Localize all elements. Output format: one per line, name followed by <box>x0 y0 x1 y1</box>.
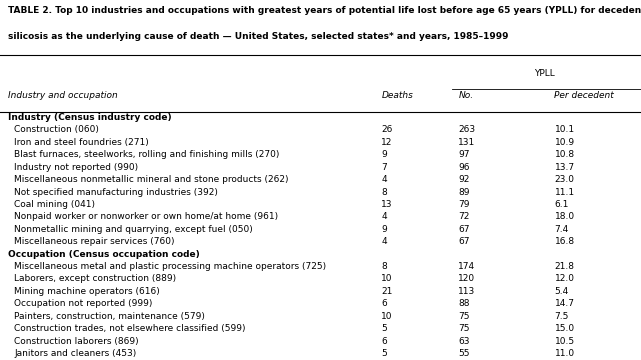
Text: Mining machine operators (616): Mining machine operators (616) <box>14 287 160 296</box>
Text: Nonpaid worker or nonworker or own home/at home (961): Nonpaid worker or nonworker or own home/… <box>14 212 278 221</box>
Text: 11.0: 11.0 <box>554 349 574 358</box>
Text: 263: 263 <box>458 126 476 134</box>
Text: 96: 96 <box>458 163 470 172</box>
Text: Deaths: Deaths <box>381 91 413 100</box>
Text: Industry and occupation: Industry and occupation <box>8 91 117 100</box>
Text: 97: 97 <box>458 150 470 159</box>
Text: 10.5: 10.5 <box>554 337 574 346</box>
Text: 131: 131 <box>458 138 476 147</box>
Text: Construction trades, not elsewhere classified (599): Construction trades, not elsewhere class… <box>14 324 246 333</box>
Text: Nonmetallic mining and quarrying, except fuel (050): Nonmetallic mining and quarrying, except… <box>14 225 253 234</box>
Text: 16.8: 16.8 <box>554 237 574 246</box>
Text: 75: 75 <box>458 312 470 321</box>
Text: 6.1: 6.1 <box>554 200 569 209</box>
Text: 9: 9 <box>381 225 387 234</box>
Text: 63: 63 <box>458 337 470 346</box>
Text: 8: 8 <box>381 262 387 271</box>
Text: Per decedent: Per decedent <box>554 91 614 100</box>
Text: TABLE 2. Top 10 industries and occupations with greatest years of potential life: TABLE 2. Top 10 industries and occupatio… <box>8 6 641 15</box>
Text: 5: 5 <box>381 324 387 333</box>
Text: Laborers, except construction (889): Laborers, except construction (889) <box>14 274 176 283</box>
Text: YPLL: YPLL <box>535 69 555 78</box>
Text: 5.4: 5.4 <box>554 287 569 296</box>
Text: 75: 75 <box>458 324 470 333</box>
Text: 23.0: 23.0 <box>554 175 574 184</box>
Text: 11.1: 11.1 <box>554 188 574 197</box>
Text: Miscellaneous nonmetallic mineral and stone products (262): Miscellaneous nonmetallic mineral and st… <box>14 175 288 184</box>
Text: Miscellaneous metal and plastic processing machine operators (725): Miscellaneous metal and plastic processi… <box>14 262 326 271</box>
Text: 7.5: 7.5 <box>554 312 569 321</box>
Text: 18.0: 18.0 <box>554 212 574 221</box>
Text: 14.7: 14.7 <box>554 299 574 308</box>
Text: Not specified manufacturing industries (392): Not specified manufacturing industries (… <box>14 188 218 197</box>
Text: 5: 5 <box>381 349 387 358</box>
Text: 4: 4 <box>381 175 387 184</box>
Text: 8: 8 <box>381 188 387 197</box>
Text: Miscellaneous repair services (760): Miscellaneous repair services (760) <box>14 237 174 246</box>
Text: 10.9: 10.9 <box>554 138 574 147</box>
Text: Painters, construction, maintenance (579): Painters, construction, maintenance (579… <box>14 312 205 321</box>
Text: 113: 113 <box>458 287 476 296</box>
Text: 88: 88 <box>458 299 470 308</box>
Text: 21: 21 <box>381 287 393 296</box>
Text: Construction laborers (869): Construction laborers (869) <box>14 337 138 346</box>
Text: 67: 67 <box>458 237 470 246</box>
Text: 6: 6 <box>381 337 387 346</box>
Text: 10: 10 <box>381 312 393 321</box>
Text: 12.0: 12.0 <box>554 274 574 283</box>
Text: Occupation not reported (999): Occupation not reported (999) <box>14 299 153 308</box>
Text: 72: 72 <box>458 212 470 221</box>
Text: 120: 120 <box>458 274 476 283</box>
Text: Iron and steel foundries (271): Iron and steel foundries (271) <box>14 138 149 147</box>
Text: 15.0: 15.0 <box>554 324 574 333</box>
Text: 67: 67 <box>458 225 470 234</box>
Text: Coal mining (041): Coal mining (041) <box>14 200 95 209</box>
Text: 10.8: 10.8 <box>554 150 574 159</box>
Text: 174: 174 <box>458 262 476 271</box>
Text: 4: 4 <box>381 237 387 246</box>
Text: Construction (060): Construction (060) <box>14 126 99 134</box>
Text: Industry not reported (990): Industry not reported (990) <box>14 163 138 172</box>
Text: 4: 4 <box>381 212 387 221</box>
Text: 55: 55 <box>458 349 470 358</box>
Text: 21.8: 21.8 <box>554 262 574 271</box>
Text: Blast furnaces, steelworks, rolling and finishing mills (270): Blast furnaces, steelworks, rolling and … <box>14 150 279 159</box>
Text: 92: 92 <box>458 175 470 184</box>
Text: silicosis as the underlying cause of death — United States, selected states* and: silicosis as the underlying cause of dea… <box>8 32 508 41</box>
Text: No.: No. <box>458 91 474 100</box>
Text: 6: 6 <box>381 299 387 308</box>
Text: 89: 89 <box>458 188 470 197</box>
Text: Industry (Census industry code): Industry (Census industry code) <box>8 113 171 122</box>
Text: 10: 10 <box>381 274 393 283</box>
Text: 26: 26 <box>381 126 393 134</box>
Text: 13.7: 13.7 <box>554 163 574 172</box>
Text: Occupation (Census occupation code): Occupation (Census occupation code) <box>8 249 199 258</box>
Text: 7.4: 7.4 <box>554 225 569 234</box>
Text: 10.1: 10.1 <box>554 126 574 134</box>
Text: 12: 12 <box>381 138 393 147</box>
Text: 13: 13 <box>381 200 393 209</box>
Text: Janitors and cleaners (453): Janitors and cleaners (453) <box>14 349 137 358</box>
Text: 79: 79 <box>458 200 470 209</box>
Text: 7: 7 <box>381 163 387 172</box>
Text: 9: 9 <box>381 150 387 159</box>
